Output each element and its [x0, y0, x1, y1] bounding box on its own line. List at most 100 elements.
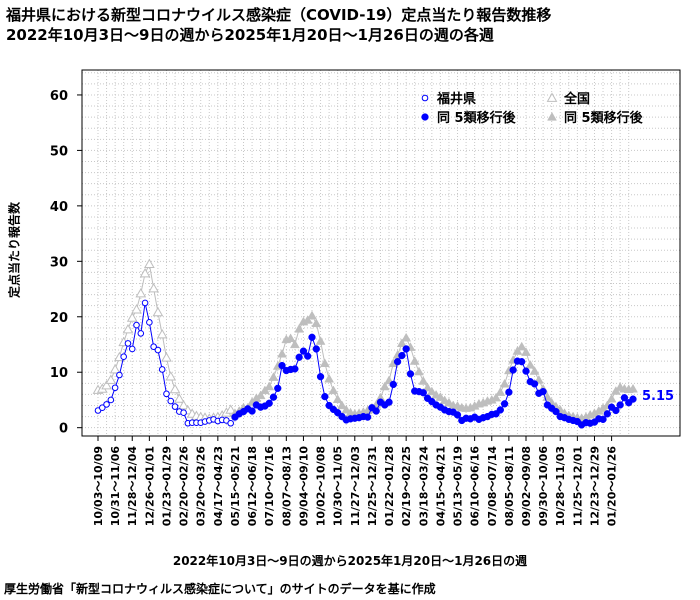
- data-point: [307, 310, 317, 320]
- data-point: [552, 407, 560, 416]
- data-point: [530, 380, 539, 388]
- y-tick-label: 60: [50, 89, 68, 104]
- data-point: [496, 406, 504, 414]
- data-point: [421, 113, 429, 121]
- data-point: [363, 413, 372, 421]
- data-point: [599, 415, 607, 424]
- last-value-label: 5.15: [642, 389, 674, 404]
- data-point: [337, 400, 347, 410]
- data-point: [324, 373, 335, 383]
- y-tick-label: 30: [50, 255, 68, 270]
- data-point: [107, 396, 115, 404]
- data-point: [171, 403, 179, 410]
- data-point: [133, 321, 140, 329]
- x-tick-label: 04/15～04/21: [434, 446, 447, 526]
- x-tick-label: 06/10～06/16: [469, 446, 482, 527]
- data-point: [505, 388, 513, 396]
- data-point: [294, 323, 305, 333]
- legend-label: 福井県: [436, 91, 476, 107]
- data-point: [268, 372, 279, 381]
- data-point: [156, 329, 168, 339]
- x-tick-label: 10/28～11/03: [554, 446, 567, 526]
- data-point: [169, 383, 181, 394]
- data-point: [620, 394, 629, 402]
- data-point: [264, 381, 275, 391]
- data-point: [295, 353, 303, 361]
- data-point: [316, 373, 325, 381]
- data-point: [422, 382, 433, 392]
- legend: 福井県 全国同 5類移行後 同 5類移行後: [421, 91, 644, 126]
- series-layer: [92, 258, 638, 429]
- data-point: [255, 390, 266, 400]
- data-point: [491, 392, 501, 402]
- x-tick-label: 08/07～08/13: [280, 446, 293, 526]
- data-point: [529, 366, 540, 375]
- plot-frame: [81, 69, 681, 437]
- x-tick-label: 06/12～06/18: [246, 446, 259, 526]
- data-point: [98, 404, 106, 412]
- y-axis-label: 定点当たり報告数: [7, 201, 22, 299]
- data-point: [495, 387, 506, 396]
- x-tick-label: 02/19～02/25: [400, 446, 413, 526]
- x-tick-label: 11/25～12/01: [571, 446, 584, 526]
- data-point: [393, 358, 402, 366]
- data-point: [167, 397, 175, 405]
- x-tick-label: 09/02～09/08: [520, 446, 533, 526]
- data-point: [516, 341, 527, 351]
- data-point: [509, 366, 517, 374]
- data-point: [500, 400, 509, 408]
- series-1: [231, 333, 637, 429]
- chart-title-line2: 2022年10月3日～9日の週から2025年1月20日～1月26日の週の各週: [6, 26, 494, 44]
- data-point: [546, 92, 558, 102]
- x-tick-label: 01/23～01/29: [160, 446, 173, 526]
- data-point: [180, 409, 187, 417]
- x-tick-label: 09/04～09/10: [297, 446, 310, 527]
- y-tick-label: 40: [50, 200, 68, 215]
- data-point: [126, 312, 138, 322]
- x-tick-label: 10/31～11/06: [109, 446, 122, 527]
- data-point: [178, 399, 189, 410]
- data-point: [328, 385, 339, 395]
- data-point: [312, 345, 320, 353]
- data-point: [308, 333, 316, 341]
- data-point: [165, 371, 177, 381]
- legend-label: 全国: [563, 91, 590, 107]
- x-tick-label: 10/02～10/08: [315, 446, 328, 526]
- data-point: [278, 361, 286, 370]
- axes: 0 10 20 30 40 50 60 10/03～10/09 10/31～11/06 11/28…: [50, 69, 681, 527]
- x-tick-label: 11/27～12/03: [349, 446, 362, 526]
- data-point: [603, 410, 611, 418]
- data-point: [269, 393, 278, 401]
- data-point: [401, 332, 412, 342]
- data-point: [154, 346, 162, 354]
- data-point: [146, 319, 153, 326]
- data-point: [521, 347, 531, 356]
- data-point: [612, 406, 620, 415]
- data-point: [396, 338, 407, 348]
- x-tick-label: 05/15～05/21: [229, 446, 242, 526]
- data-point: [105, 374, 117, 384]
- data-point: [419, 389, 427, 397]
- data-point: [158, 366, 166, 373]
- data-point: [539, 387, 547, 396]
- data-point: [163, 390, 170, 398]
- series-line: [97, 302, 231, 424]
- x-tick-label: 04/17～04/23: [212, 446, 225, 526]
- data-point: [389, 380, 397, 389]
- data-point: [141, 299, 149, 307]
- data-point: [101, 380, 112, 390]
- data-point: [289, 339, 300, 349]
- data-point: [248, 407, 256, 415]
- x-tick-label: 03/18～03/24: [417, 446, 430, 527]
- data-point: [277, 348, 287, 358]
- data-point: [173, 393, 185, 403]
- data-point: [628, 383, 638, 393]
- data-point: [120, 353, 127, 361]
- data-point: [122, 324, 134, 334]
- data-point: [512, 346, 523, 355]
- x-tick-label: 02/20～02/26: [178, 446, 191, 527]
- y-tick-label: 0: [59, 422, 68, 437]
- data-point: [148, 282, 160, 293]
- x-tick-label: 12/25～12/31: [366, 446, 379, 526]
